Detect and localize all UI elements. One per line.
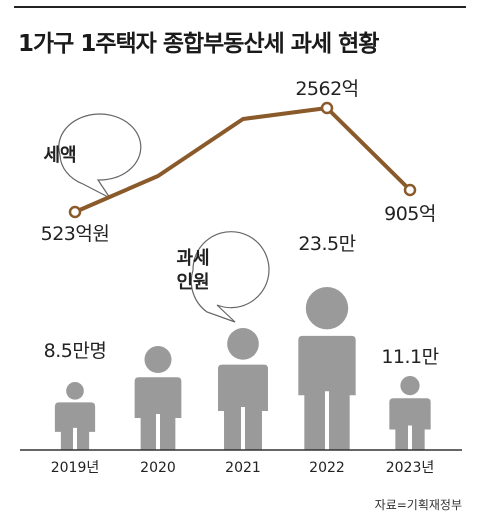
person-body: [218, 364, 268, 450]
x-axis-labels: 2019년 2020 2021 2022 2023년: [51, 460, 435, 476]
tax-value-label: 905억: [384, 203, 436, 225]
x-tick-label: 2023년: [386, 460, 435, 476]
person-head: [66, 382, 84, 400]
person-head: [400, 376, 420, 396]
source-note: 자료=기획재정부: [374, 498, 462, 512]
bubble-people-shape: [190, 231, 270, 323]
bubble-tax: 세액: [43, 113, 142, 199]
top-rule: [14, 6, 466, 8]
tax-value-label: 523억원: [41, 223, 110, 245]
person-body: [389, 398, 431, 450]
x-tick-label: 2019년: [51, 460, 100, 476]
tax-line-layer: [68, 101, 417, 219]
people-value-label: 23.5만: [298, 233, 355, 255]
person-icon: [54, 382, 96, 450]
tax-point: [320, 101, 334, 115]
person-icon: [134, 346, 182, 450]
bubble-line: 세액: [43, 145, 76, 166]
people-value-label: 11.1만: [381, 346, 438, 368]
person-figures: [54, 287, 431, 450]
person-head: [227, 328, 259, 360]
bubble-tax-label: 세액: [43, 145, 76, 166]
tax-value-label: 2562억: [295, 78, 358, 100]
person-head: [305, 287, 349, 330]
value-labels: 523억원 2562억 905억 8.5만명 23.5만 11.1만: [41, 78, 440, 368]
person-icon: [218, 328, 268, 450]
person-head: [144, 346, 172, 374]
person-icon: [389, 376, 431, 450]
x-tick-label: 2020: [140, 460, 176, 476]
bubble-tax-shape: [58, 113, 142, 199]
x-tick-label: 2022: [309, 460, 345, 476]
tax-line: [74, 106, 412, 214]
bubble-line: 과세: [176, 248, 209, 269]
people-value-label: 8.5만명: [44, 340, 107, 362]
tax-point: [68, 205, 82, 219]
person-icon: [298, 287, 356, 450]
person-body: [298, 335, 356, 450]
person-body: [54, 402, 96, 450]
tax-point: [403, 183, 417, 197]
bubble-line: 인원: [176, 272, 209, 293]
x-tick-label: 2021: [225, 460, 261, 476]
person-body: [134, 377, 182, 450]
chart-title: 1가구 1주택자 종합부동산세 과세 현황: [18, 31, 379, 57]
